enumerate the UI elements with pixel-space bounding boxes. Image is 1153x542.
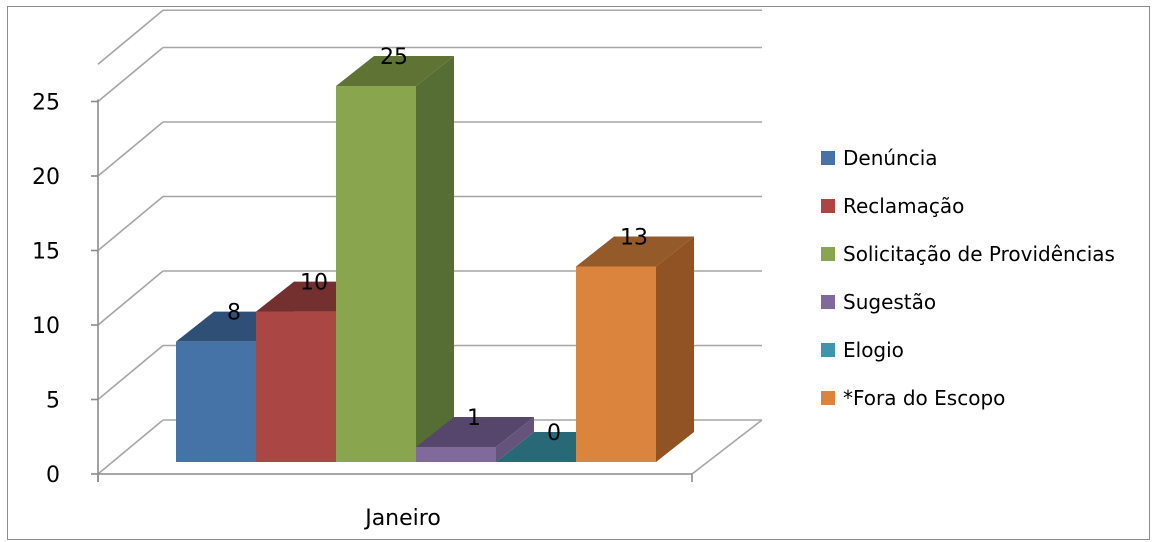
data-label: 1: [467, 406, 481, 431]
gridline-diagonal: [97, 419, 164, 475]
bar-sugest-o[interactable]: [416, 416, 534, 462]
bar-solicita-o-de-provid-ncias[interactable]: [336, 56, 454, 462]
legend-label: Reclamação: [843, 194, 964, 218]
data-label: 0: [547, 421, 561, 446]
legend-item[interactable]: *Fora do Escopo: [821, 386, 1005, 410]
gridline-diagonal: [97, 195, 164, 252]
y-tick-label: 20: [32, 165, 60, 190]
legend-swatch: [821, 247, 835, 261]
bar-front-face: [256, 311, 336, 462]
y-tick-label: 10: [32, 314, 60, 339]
bar-top-face: [416, 416, 534, 447]
x-category-label: Janeiro: [363, 506, 441, 531]
legend-label: *Fora do Escopo: [843, 386, 1005, 410]
floor-edge-right: [691, 419, 763, 475]
legend-label: Solicitação de Providências: [843, 242, 1115, 266]
data-label: 13: [620, 225, 648, 250]
legend-swatch: [821, 343, 835, 357]
legend: Denúncia Reclamação Solicitação de Providê…: [821, 146, 1115, 410]
y-tick-label: 5: [46, 389, 60, 414]
legend-label: Elogio: [843, 338, 904, 362]
bar--fora-do-escopo[interactable]: [576, 236, 694, 462]
data-label: 10: [300, 271, 328, 296]
legend-item[interactable]: Solicitação de Providências: [821, 242, 1115, 266]
bar-top-face: [576, 236, 694, 267]
legend-item[interactable]: Elogio: [821, 338, 904, 362]
legend-item[interactable]: Sugestão: [821, 290, 936, 314]
y-tick-label: 0: [46, 463, 60, 488]
data-label: 25: [380, 45, 408, 70]
gridline-diagonal: [97, 270, 164, 326]
gridline-diagonal: [97, 9, 164, 65]
legend-label: Denúncia: [843, 146, 938, 170]
y-tick-label: 25: [32, 91, 60, 116]
bar-front-face: [176, 341, 256, 462]
legend-swatch: [821, 151, 835, 165]
legend-item[interactable]: Denúncia: [821, 146, 938, 170]
gridline-diagonal: [97, 46, 164, 103]
bar-top-face: [336, 56, 454, 86]
y-tick-label: 15: [32, 240, 60, 265]
bar-side-face: [496, 416, 534, 462]
bar-front-face: [336, 86, 416, 462]
legend-swatch: [821, 391, 835, 405]
bar-front-face: [576, 266, 656, 462]
legend-item[interactable]: Reclamação: [821, 194, 964, 218]
legend-label: Sugestão: [843, 290, 936, 314]
chart-frame: [7, 6, 1150, 540]
bar-side-face: [416, 56, 454, 462]
data-label: 8: [227, 301, 241, 326]
legend-swatch: [821, 199, 835, 213]
bar-front-face: [416, 446, 496, 462]
bar-side-face: [656, 236, 694, 462]
legend-swatch: [821, 295, 835, 309]
gridline-diagonal: [97, 121, 164, 177]
gridline-diagonal: [97, 344, 164, 401]
